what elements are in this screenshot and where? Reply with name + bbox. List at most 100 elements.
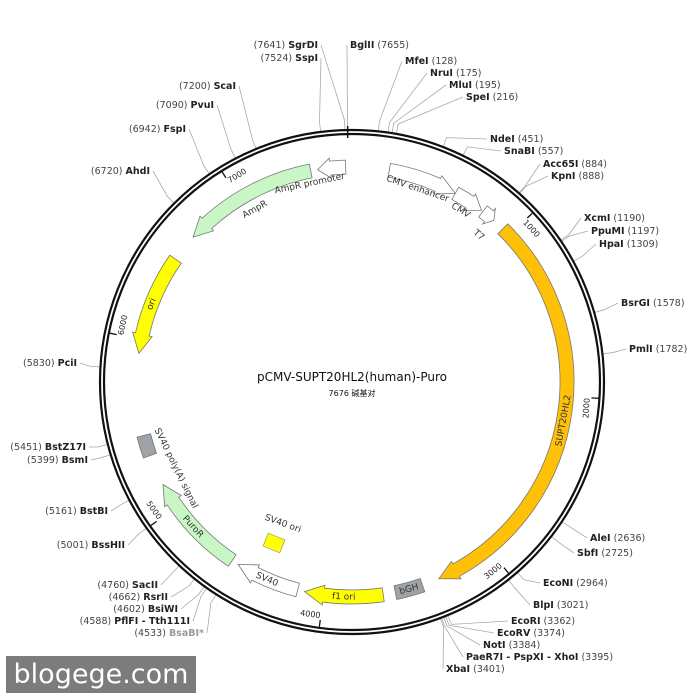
feature-f1-ori[interactable]: f1 ori [303, 584, 385, 606]
feature-sv40[interactable]: SV40 [237, 563, 300, 598]
feature-sv40-poly-a-signal-arrow [136, 433, 158, 459]
enzyme-position: (5001) [57, 540, 89, 551]
enzyme-site-line [79, 362, 101, 368]
enzyme-position: (884) [581, 159, 607, 170]
enzyme-position: (195) [475, 80, 501, 91]
enzyme-label: (5161) BstBI [45, 506, 108, 517]
enzyme-label: HpaI (1309) [599, 239, 658, 250]
enzyme-site-scai[interactable]: (7200) ScaI [179, 81, 257, 150]
sv40-ori-feature[interactable] [262, 532, 286, 554]
enzyme-name: MfeI [405, 56, 429, 67]
enzyme-site-nrui[interactable]: NruI (175) [387, 68, 482, 133]
enzyme-site-line [560, 217, 582, 241]
enzyme-site-paer7i-pspxi-xhoi[interactable]: PaeR7I - PspXI - XhoI (3395) [441, 617, 613, 663]
enzyme-label: (4602) BsiWI [113, 604, 178, 615]
enzyme-site-line [519, 175, 549, 194]
enzyme-site-line [462, 146, 502, 156]
enzyme-position: (4760) [97, 580, 129, 591]
enzyme-position: (3374) [533, 628, 565, 639]
enzyme-site-ahdi[interactable]: (6720) AhdI [91, 166, 175, 204]
feature-t7[interactable]: T7 [470, 205, 496, 243]
enzyme-name: EcoRI [511, 616, 541, 627]
enzyme-position: (3384) [509, 640, 541, 651]
enzyme-site-mfei[interactable]: MfeI (128) [377, 56, 457, 132]
enzyme-site-ndei[interactable]: NdeI (451) [442, 134, 543, 148]
enzyme-site-econi[interactable]: EcoNI (2964) [516, 571, 608, 589]
enzyme-name: HpaI [599, 239, 624, 250]
enzyme-site-sspi[interactable]: (7524) SspI [261, 53, 322, 132]
enzyme-position: (6720) [91, 166, 123, 177]
feature-supt20hl2-arrow [438, 223, 575, 580]
enzyme-name: KpnI [551, 171, 575, 182]
enzyme-site-pvui[interactable]: (7090) PvuI [156, 100, 237, 159]
enzyme-site-sgrdi[interactable]: (7641) SgrDI [254, 40, 346, 131]
enzyme-site-bsiwi[interactable]: (4602) BsiWI [113, 586, 205, 615]
feature-f1-ori-arrow [303, 584, 385, 606]
enzyme-site-xcmi[interactable]: XcmI (1190) [560, 213, 645, 241]
enzyme-site-blpi[interactable]: BlpI (3021) [507, 579, 589, 611]
enzyme-name: BsiWI [148, 604, 178, 615]
tick-mark [526, 212, 533, 219]
enzyme-site-ecorv[interactable]: EcoRV (3374) [445, 615, 565, 639]
enzyme-site-line [391, 84, 447, 134]
feature-ampr[interactable]: AmpR [192, 163, 313, 238]
enzyme-site-bsabi[interactable]: (4533) BsaBI* [134, 594, 217, 639]
enzyme-position: (5399) [27, 455, 59, 466]
enzyme-site-ppumi[interactable]: PpuMI (1197) [561, 226, 659, 242]
enzyme-name: SgrDI [288, 40, 318, 51]
enzyme-site-sacii[interactable]: (4760) SacII [97, 565, 180, 591]
enzyme-site-pflfi-tth111i[interactable]: (4588) PflFI - Tth111I [80, 587, 208, 627]
tick-mark [503, 567, 509, 574]
feature-ori[interactable]: ori [132, 254, 182, 355]
enzyme-name: NdeI [490, 134, 515, 145]
enzyme-name: AhdI [126, 166, 150, 177]
enzyme-site-rsrii[interactable]: (4662) RsrII [109, 578, 195, 603]
enzyme-site-line [110, 499, 130, 512]
enzyme-label: (7200) ScaI [179, 81, 236, 92]
enzyme-site-fspi[interactable]: (6942) FspI [129, 124, 210, 175]
enzyme-position: (3021) [557, 600, 589, 611]
enzyme-site-kpni[interactable]: KpnI (888) [519, 171, 604, 194]
feature-bgh-arrow [393, 577, 426, 600]
enzyme-site-snabi[interactable]: SnaBI (557) [462, 146, 564, 157]
enzyme-site-bsshii[interactable]: (5001) BssHII [57, 527, 147, 551]
enzyme-site-ecori[interactable]: EcoRI (3362) [447, 614, 575, 627]
enzyme-site-spei[interactable]: SpeI (216) [395, 92, 518, 134]
feature-cmv-enhancer[interactable]: CMV enhancer [385, 162, 457, 205]
enzyme-site-acc65i[interactable]: Acc65I (884) [518, 159, 607, 194]
enzyme-site-bsmi[interactable]: (5399) BsmI [27, 454, 111, 466]
enzyme-site-sbfi[interactable]: SbfI (2725) [550, 536, 633, 559]
enzyme-name: BsrGI [621, 298, 650, 309]
enzyme-name: BssHII [91, 540, 125, 551]
enzyme-site-hpai[interactable]: HpaI (1309) [573, 239, 658, 262]
enzyme-position: (557) [538, 146, 564, 157]
enzyme-site-mlui[interactable]: MluI (195) [391, 80, 501, 134]
feature-ori-arrow [132, 254, 182, 355]
enzyme-site-bglii[interactable]: BglII (7655) [346, 40, 409, 138]
enzyme-site-line [170, 578, 195, 598]
enzyme-label: (7090) PvuI [156, 100, 214, 111]
enzyme-position: (7524) [261, 53, 293, 64]
enzyme-position: (5451) [10, 442, 42, 453]
enzyme-site-bstz17i[interactable]: (5451) BstZ17I [10, 442, 108, 453]
enzyme-site-xbai[interactable]: XbaI (3401) [439, 617, 505, 675]
feature-bgh-label: bGH [398, 582, 419, 597]
enzyme-label: BglII (7655) [350, 40, 409, 51]
enzyme-name: BlpI [533, 600, 554, 611]
enzyme-site-bstbi[interactable]: (5161) BstBI [45, 499, 130, 517]
enzyme-site-line [395, 96, 464, 134]
enzyme-site-pcii[interactable]: (5830) PciI [23, 358, 101, 369]
enzyme-position: (7641) [254, 40, 286, 51]
enzyme-position: (1197) [628, 226, 660, 237]
feature-cmv[interactable]: CMV [449, 186, 483, 221]
feature-bgh[interactable]: bGH [393, 577, 426, 600]
enzyme-position: (3401) [473, 664, 505, 675]
enzyme-site-line [88, 444, 108, 448]
enzyme-site-pmli[interactable]: PmlI (1782) [602, 344, 687, 355]
enzyme-name: XcmI [584, 213, 610, 224]
enzyme-site-bsrgi[interactable]: BsrGI (1578) [594, 298, 685, 313]
enzyme-label: (6942) FspI [129, 124, 186, 135]
enzyme-site-alei[interactable]: AleI (2636) [561, 521, 645, 544]
enzyme-site-noti[interactable]: NotI (3384) [443, 616, 541, 651]
enzyme-site-line [550, 536, 575, 554]
